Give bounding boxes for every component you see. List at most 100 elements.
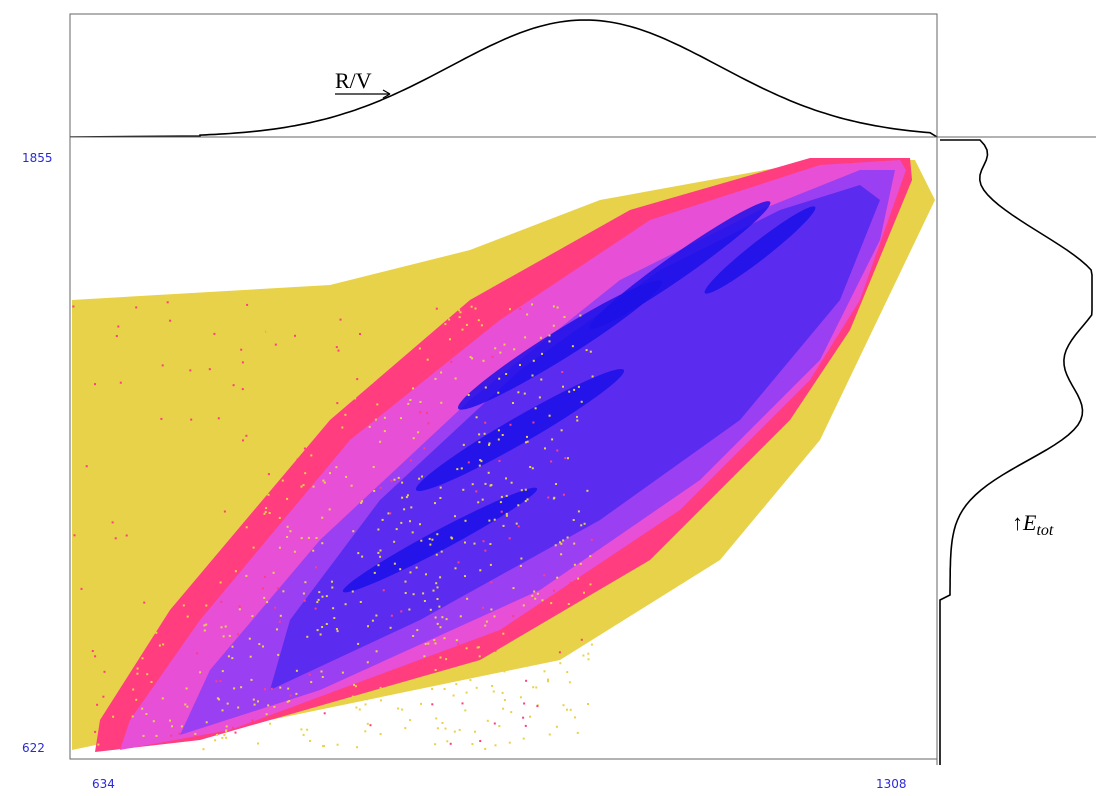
density-speckle: [264, 443, 267, 446]
density-speckle: [262, 401, 265, 403]
density-speckle: [356, 378, 359, 381]
density-speckle: [589, 583, 592, 586]
density-speckle: [214, 739, 217, 742]
density-speckle: [135, 496, 138, 499]
density-speckle: [439, 486, 442, 489]
density-speckle: [188, 517, 191, 520]
density-speckle: [278, 546, 281, 549]
density-speckle: [503, 670, 506, 673]
density-speckle: [401, 677, 404, 680]
density-speckle: [315, 459, 318, 462]
density-speckle: [419, 401, 422, 403]
density-speckle: [300, 537, 303, 540]
density-speckle: [264, 688, 266, 691]
density-speckle: [421, 475, 423, 478]
density-speckle: [319, 633, 322, 636]
density-speckle: [394, 350, 397, 353]
density-speckle: [129, 422, 132, 425]
density-speckle: [343, 373, 345, 376]
density-speckle: [550, 602, 553, 605]
density-speckle: [131, 664, 134, 667]
density-speckle: [338, 401, 341, 404]
density-speckle: [286, 536, 289, 538]
density-speckle: [165, 418, 168, 421]
top-projection-label-arrowhead-a: [382, 89, 391, 95]
density-speckle: [522, 737, 525, 740]
density-speckle: [524, 500, 527, 503]
density-speckle: [194, 388, 196, 391]
density-speckle: [577, 603, 580, 606]
density-speckle: [85, 738, 88, 741]
density-speckle: [403, 508, 406, 511]
density-speckle: [531, 467, 534, 470]
density-speckle: [269, 452, 272, 455]
density-speckle: [102, 301, 105, 304]
density-speckle: [436, 622, 439, 625]
density-speckle: [355, 381, 358, 383]
density-speckle: [240, 348, 243, 351]
density-speckle: [469, 356, 472, 359]
density-speckle: [561, 371, 564, 373]
density-speckle: [379, 733, 382, 735]
density-speckle: [317, 394, 320, 397]
density-speckle: [289, 694, 292, 697]
density-speckle: [482, 540, 485, 543]
density-speckle: [412, 437, 415, 440]
density-speckle: [201, 561, 204, 564]
density-speckle: [475, 686, 478, 689]
density-speckle: [344, 603, 347, 606]
density-speckle: [500, 495, 503, 498]
density-speckle: [409, 520, 411, 523]
density-speckle: [119, 408, 122, 411]
density-speckle: [591, 375, 594, 378]
density-speckle: [524, 336, 527, 339]
density-speckle: [228, 341, 231, 344]
density-speckle: [146, 447, 149, 450]
density-speckle: [431, 703, 434, 706]
density-speckle: [243, 341, 246, 344]
density-speckle: [419, 523, 421, 526]
density-speckle: [564, 457, 567, 460]
density-speckle: [465, 691, 468, 694]
density-speckle: [526, 435, 528, 438]
density-speckle: [371, 619, 374, 622]
density-speckle: [440, 550, 443, 553]
density-speckle: [484, 549, 487, 552]
density-speckle: [479, 569, 482, 572]
density-speckle: [431, 538, 434, 541]
density-speckle: [316, 629, 319, 632]
density-speckle: [245, 526, 248, 529]
density-speckle: [461, 702, 464, 705]
density-speckle: [408, 683, 411, 686]
density-speckle: [200, 415, 203, 418]
density-speckle: [382, 589, 385, 592]
density-speckle: [505, 373, 508, 375]
density-speckle: [513, 348, 516, 351]
density-speckle: [412, 593, 415, 596]
density-speckle: [553, 589, 555, 592]
density-speckle: [305, 431, 308, 434]
density-speckle: [242, 439, 244, 442]
density-speckle: [494, 744, 497, 747]
density-speckle: [417, 431, 420, 434]
density-speckle: [178, 732, 181, 735]
density-speckle: [478, 464, 481, 467]
density-speckle: [117, 549, 120, 552]
density-speckle: [216, 697, 219, 700]
density-speckle: [180, 499, 183, 502]
density-speckle: [112, 659, 115, 661]
density-speckle: [510, 481, 513, 484]
density-speckle: [232, 384, 235, 387]
density-speckle: [393, 540, 396, 543]
density-speckle: [505, 494, 508, 497]
density-speckle: [225, 725, 228, 728]
density-speckle: [439, 656, 442, 659]
density-speckle: [304, 581, 307, 584]
density-speckle: [129, 659, 132, 662]
density-speckle: [77, 300, 80, 303]
density-speckle: [276, 587, 279, 590]
density-speckle: [303, 447, 306, 450]
density-speckle: [589, 350, 592, 353]
density-speckle: [361, 555, 364, 558]
